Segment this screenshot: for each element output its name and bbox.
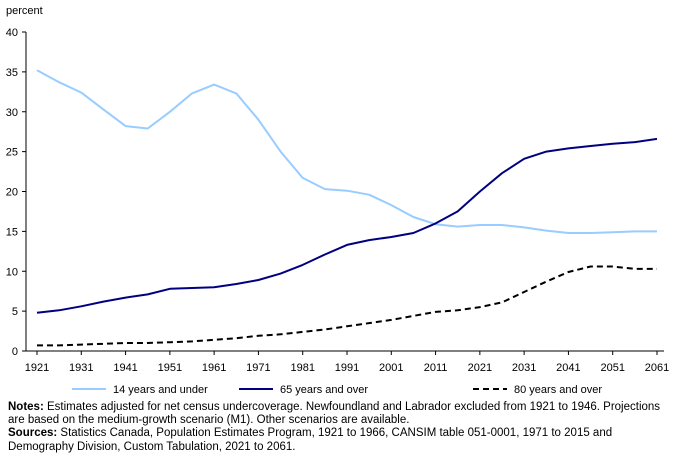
x-tick-label: 2031 (512, 362, 536, 374)
x-tick-label: 2021 (468, 362, 492, 374)
legend-label: 65 years and over (280, 384, 368, 396)
x-tick-label: 2011 (424, 362, 448, 374)
x-tick-label: 2061 (645, 362, 669, 374)
sources-label: Sources: (8, 427, 58, 440)
y-tick-label: 5 (12, 306, 18, 318)
series-lines (36, 69, 658, 347)
x-tick-label: 1961 (202, 362, 226, 374)
legend-label: 14 years and under (113, 384, 208, 396)
y-axis: 0 5 10 15 20 25 30 35 40 (6, 27, 26, 358)
notes-label: Notes: (8, 401, 44, 413)
chart-notes: Notes: Estimates adjusted for net census… (8, 401, 668, 454)
x-tick-label: 2051 (600, 362, 624, 374)
x-tick-label: 2041 (556, 362, 580, 374)
x-axis: 1921 1931 1941 1951 1961 1971 1981 1991 2001 2011… (25, 351, 669, 374)
notes-paragraph: Notes: Estimates adjusted for net census… (8, 401, 668, 427)
x-tick-label: 2001 (379, 362, 403, 374)
legend: 14 years and under 65 years and over 80 ye… (72, 384, 602, 396)
y-tick-label: 20 (6, 187, 18, 199)
y-tick-label: 25 (6, 147, 18, 159)
series-line-1 (36, 137, 658, 314)
series-line-2 (37, 265, 657, 347)
y-tick-label: 10 (6, 266, 18, 278)
x-tick-label: 1931 (69, 362, 93, 374)
series-line-0 (36, 69, 657, 234)
sources-text: Statistics Canada, Population Estimates … (8, 427, 613, 453)
y-tick-label: 35 (6, 67, 18, 79)
sources-paragraph: Sources: Statistics Canada, Population E… (8, 427, 668, 453)
x-tick-label: 1971 (246, 362, 270, 374)
x-tick-label: 1921 (25, 362, 49, 374)
line-chart: percent 0 5 10 15 20 25 30 35 40 1921 1931 1941 195… (6, 5, 669, 396)
x-tick-label: 1991 (335, 362, 359, 374)
notes-text: Estimates adjusted for net census underc… (8, 401, 661, 427)
y-tick-label: 40 (6, 27, 18, 39)
y-tick-label: 30 (6, 107, 18, 119)
x-tick-label: 1981 (290, 362, 314, 374)
legend-label: 80 years and over (514, 384, 602, 396)
y-tick-label: 0 (12, 346, 18, 358)
x-tick-label: 1941 (113, 362, 137, 374)
y-tick-label: 15 (6, 226, 18, 238)
y-axis-label: percent (6, 5, 43, 17)
x-tick-label: 1951 (158, 362, 182, 374)
